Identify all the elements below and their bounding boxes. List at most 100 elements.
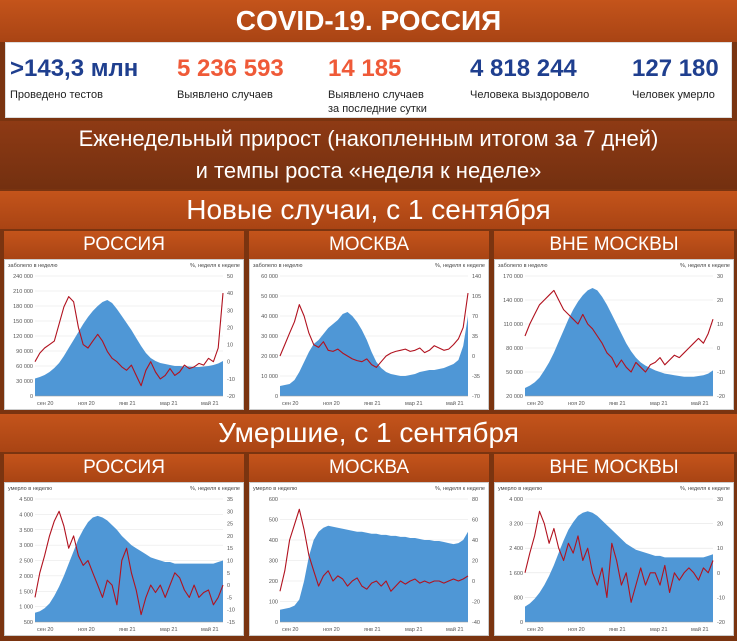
right-tick-label: -10 xyxy=(717,595,725,601)
x-tick-label: мар 21 xyxy=(650,401,668,407)
right-tick-label: 20 xyxy=(717,522,723,528)
right-tick-label: -40 xyxy=(472,620,480,626)
left-tick-label: 10 000 xyxy=(261,374,278,380)
right-tick-label: 105 xyxy=(472,294,481,300)
x-tick-label: янв 21 xyxy=(609,401,626,407)
x-tick-label: мар 21 xyxy=(650,627,668,633)
weekly-title-line-1: Еженедельный прирост (накопленным итогом… xyxy=(78,126,659,151)
chart-panel-4: умерло в неделю%, неделя к неделе 600 500 4… xyxy=(249,482,489,636)
title-text: COVID-19. РОССИЯ xyxy=(235,5,502,36)
left-tick-label: 60 000 xyxy=(16,364,33,370)
left-tick-label: 2 500 xyxy=(19,559,33,565)
right-tick-label: -20 xyxy=(227,394,235,400)
line-series xyxy=(279,508,469,592)
left-tick-label: 1 000 xyxy=(19,605,33,611)
right-axis-label: %, неделя к неделе xyxy=(680,486,730,492)
area-series xyxy=(280,312,468,396)
left-tick-label: 110 000 xyxy=(504,322,523,328)
left-tick-label: 210 000 xyxy=(13,289,33,295)
right-tick-label: 20 xyxy=(227,325,233,331)
left-tick-label: 800 xyxy=(514,595,523,601)
left-axis-label: умерло в неделю xyxy=(498,486,542,492)
right-axis-label: %, неделя к неделе xyxy=(435,486,485,492)
left-tick-label: 80 000 xyxy=(506,346,523,352)
stat-label: Человек умерло xyxy=(632,89,715,101)
section-deaths: Умершие, с 1 сентября xyxy=(0,414,737,452)
right-tick-label: -20 xyxy=(472,600,480,606)
right-tick-label: 10 xyxy=(227,559,233,565)
right-tick-label: 80 xyxy=(472,497,478,503)
left-tick-label: 170 000 xyxy=(503,274,523,280)
x-tick-label: май 21 xyxy=(446,400,464,407)
chart-svg-1: заболело в неделю %, неделя к неделе 60 00… xyxy=(253,263,485,407)
right-tick-label: 35 xyxy=(472,334,478,340)
left-axis-label: заболело в неделю xyxy=(253,263,302,269)
region-header-0: РОССИЯ xyxy=(4,231,244,259)
chart-panel-3: умерло в неделю %, неделя к неделе 4 500 4 … xyxy=(4,482,244,636)
left-tick-label: 3 000 xyxy=(19,543,33,549)
stat-value: >143,3 млн xyxy=(10,55,139,82)
left-tick-label: 3 200 xyxy=(509,522,523,528)
left-tick-label: 20 000 xyxy=(506,394,523,400)
x-tick-label: мар 21 xyxy=(405,401,423,407)
weekly-title: Еженедельный прирост (накопленным итогом… xyxy=(0,121,737,189)
chart-svg-0: заболело в неделю %, неделя к неделе 240 0… xyxy=(8,263,240,407)
right-tick-label: 5 xyxy=(227,571,230,577)
area-series xyxy=(525,511,713,622)
x-tick-label: сен 20 xyxy=(37,401,54,407)
right-tick-label: 40 xyxy=(472,538,478,544)
stat-value: 5 236 593 xyxy=(177,55,284,82)
x-tick-label: сен 20 xyxy=(282,401,299,407)
left-tick-label: 140 000 xyxy=(503,298,523,304)
right-tick-label: 15 xyxy=(227,546,233,552)
right-axis-label: %, неделя к неделе xyxy=(435,263,485,269)
right-axis-label: %, неделя к неделе xyxy=(680,263,730,269)
stat-label: Выявлено случаев за последние сутки xyxy=(328,89,427,115)
region-header-4: МОСКВА xyxy=(249,454,489,482)
left-tick-label: 200 xyxy=(269,579,278,585)
x-tick-label: май 21 xyxy=(201,626,219,633)
stat-value: 127 180 xyxy=(632,55,719,82)
x-tick-label: сен 20 xyxy=(282,627,299,633)
chart-svg-5: умерло в неделю %, неделя к неделе 4 000 3 … xyxy=(498,486,730,633)
stats-panel: >143,3 млн Проведено тестов 5 236 593 Выявл… xyxy=(5,42,732,118)
area-series xyxy=(35,515,223,622)
left-axis-label: заболело в неделю xyxy=(8,263,57,269)
region-header-1: МОСКВА xyxy=(249,231,489,259)
right-tick-label: 140 xyxy=(472,274,481,280)
chart-svg-2: заболело в неделю %, неделя к неделе 170 0… xyxy=(498,263,730,407)
x-tick-label: май 21 xyxy=(201,400,219,407)
left-tick-label: 240 000 xyxy=(13,274,33,280)
right-tick-label: 0 xyxy=(472,354,475,360)
right-tick-label: -10 xyxy=(227,377,235,383)
left-tick-label: 600 xyxy=(269,497,278,503)
chart-svg-3: умерло в неделю %, неделя к неделе 4 500 4 … xyxy=(8,486,240,633)
left-tick-label: 120 000 xyxy=(13,334,33,340)
stat-label: Выявлено случаев xyxy=(177,89,273,101)
left-tick-label: 2 400 xyxy=(509,546,523,552)
stat-value: 4 818 244 xyxy=(470,55,577,82)
x-tick-label: май 21 xyxy=(446,626,464,633)
right-tick-label: 25 xyxy=(227,522,233,528)
stat-label: Человека выздоровело xyxy=(470,89,590,101)
left-axis-label: заболело в неделю xyxy=(498,263,547,269)
right-tick-label: 10 xyxy=(717,546,723,552)
right-tick-label: -20 xyxy=(717,620,725,626)
x-tick-label: сен 20 xyxy=(37,627,54,633)
area-series xyxy=(280,525,468,622)
x-tick-label: янв 21 xyxy=(609,627,626,633)
right-tick-label: -10 xyxy=(227,608,235,614)
left-tick-label: 4 000 xyxy=(19,512,33,518)
left-tick-label: 400 xyxy=(269,538,278,544)
stat-value: 14 185 xyxy=(328,55,402,82)
left-tick-label: 3 500 xyxy=(19,528,33,534)
x-tick-label: ноя 20 xyxy=(323,627,340,633)
right-tick-label: 30 xyxy=(717,497,723,503)
right-tick-label: 40 xyxy=(227,291,233,297)
left-tick-label: 40 000 xyxy=(261,314,278,320)
area-series xyxy=(525,288,713,396)
left-tick-label: 150 000 xyxy=(13,319,33,325)
left-tick-label: 90 000 xyxy=(16,349,33,355)
x-tick-label: май 21 xyxy=(691,626,709,633)
